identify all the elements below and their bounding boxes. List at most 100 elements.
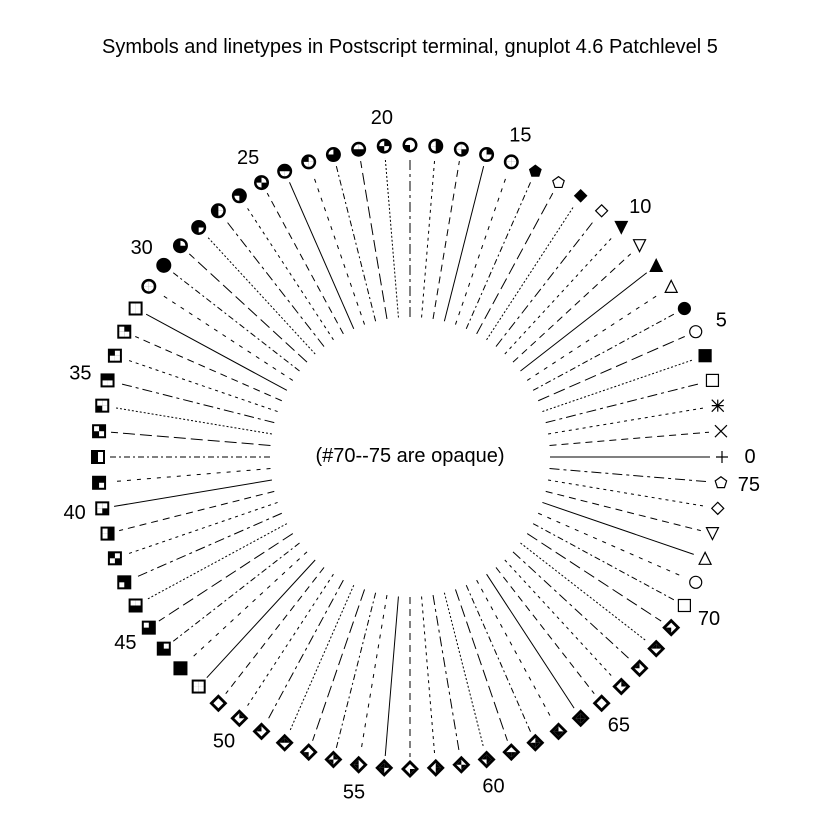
- spoke-line: [145, 523, 288, 601]
- point-symbol: [698, 349, 712, 363]
- spoke-line: [512, 253, 632, 363]
- spoke-line: [542, 359, 694, 413]
- point-symbol: [705, 526, 720, 541]
- diagram-title: Symbols and linetypes in Postscript term…: [102, 36, 718, 58]
- spoke-line: [443, 592, 485, 748]
- spoke-line: [126, 501, 278, 555]
- point-symbol: [614, 220, 629, 235]
- spoke-line: [114, 407, 272, 435]
- point-symbol: [191, 219, 207, 235]
- point-symbol: [592, 694, 611, 713]
- point-symbol: [376, 138, 392, 154]
- spoke-line: [145, 313, 288, 391]
- spoke-line: [532, 313, 675, 391]
- point-symbol: [689, 325, 703, 339]
- spoke-line: [172, 272, 300, 372]
- point-symbol: [92, 424, 107, 439]
- point-symbol: [299, 743, 318, 762]
- point-symbol: [479, 147, 495, 163]
- point-symbol: [573, 188, 588, 203]
- point-symbol: [141, 620, 156, 635]
- spoke-line: [549, 468, 710, 483]
- point-symbol: [632, 239, 647, 254]
- point-symbol: [324, 750, 343, 769]
- point-symbol: [662, 618, 681, 637]
- point-symbol: [349, 755, 368, 774]
- spoke-line: [542, 501, 694, 555]
- spoke-line: [432, 161, 460, 319]
- point-symbol: [664, 279, 679, 293]
- spoke-line: [532, 523, 675, 601]
- point-symbol: [351, 141, 367, 157]
- point-symbol: [647, 639, 666, 658]
- point-symbol: [100, 373, 115, 388]
- spoke-line: [538, 512, 685, 578]
- point-symbol: [549, 722, 568, 741]
- spoke-line: [520, 542, 648, 642]
- spoke-line: [476, 579, 554, 722]
- spoke-line: [135, 512, 282, 578]
- point-symbol: [571, 709, 590, 728]
- point-symbol: [452, 755, 471, 774]
- point-symbol: [191, 679, 206, 694]
- spoke-line: [545, 382, 701, 424]
- index-label: 15: [509, 124, 531, 146]
- index-label: 60: [482, 776, 504, 798]
- point-symbol: [172, 238, 188, 254]
- spoke-line: [465, 182, 531, 329]
- index-label: 10: [629, 196, 651, 218]
- point-symbol: [649, 258, 664, 272]
- spoke-line: [432, 595, 460, 753]
- spoke-line: [360, 161, 388, 319]
- point-symbol: [677, 301, 691, 316]
- point-symbol: [528, 164, 542, 177]
- spoke-line: [206, 235, 316, 355]
- spoke-line: [486, 573, 575, 709]
- spoke-line: [454, 589, 508, 741]
- center-note: (#70--75 are opaque): [315, 445, 505, 467]
- spoke-line: [289, 182, 355, 329]
- point-symbol: [711, 399, 725, 413]
- spoke-line: [312, 173, 366, 325]
- spoke-line: [266, 192, 344, 335]
- point-symbol: [128, 301, 143, 316]
- point-symbol: [128, 598, 143, 613]
- spoke-line: [549, 431, 710, 446]
- spoke-line: [520, 272, 648, 372]
- point-symbol: [325, 147, 341, 163]
- index-label: 20: [371, 107, 393, 129]
- point-symbol: [716, 451, 728, 463]
- index-label: 55: [343, 781, 365, 803]
- spoke-line: [548, 479, 706, 507]
- index-label: 65: [608, 714, 630, 736]
- point-symbol: [705, 373, 720, 388]
- index-label: 30: [131, 237, 153, 259]
- point-symbol: [677, 598, 691, 613]
- point-symbol: [277, 163, 293, 179]
- point-symbol: [107, 348, 122, 363]
- point-symbol: [477, 750, 496, 769]
- point-symbol: [689, 575, 703, 589]
- spoke-line: [360, 595, 388, 753]
- index-label: 50: [213, 731, 235, 753]
- spoke-line: [504, 559, 614, 679]
- point-symbol: [401, 760, 419, 778]
- index-label: 5: [716, 309, 727, 331]
- index-label: 25: [237, 147, 259, 169]
- spoke-line: [110, 468, 271, 483]
- index-label: 0: [744, 446, 755, 468]
- spoke-line: [188, 551, 308, 661]
- point-symbol: [275, 733, 294, 752]
- point-symbol: [156, 257, 172, 273]
- spoke-line: [206, 559, 316, 679]
- point-symbol: [502, 743, 521, 762]
- spoke-line: [548, 407, 706, 435]
- spoke-line: [225, 567, 325, 695]
- point-symbol: [95, 398, 110, 413]
- point-symbol: [91, 450, 105, 464]
- spoke-line: [504, 235, 614, 355]
- point-symbol: [714, 424, 728, 438]
- point-symbol: [453, 141, 469, 157]
- spoke-line: [188, 253, 308, 363]
- point-symbol: [594, 203, 609, 218]
